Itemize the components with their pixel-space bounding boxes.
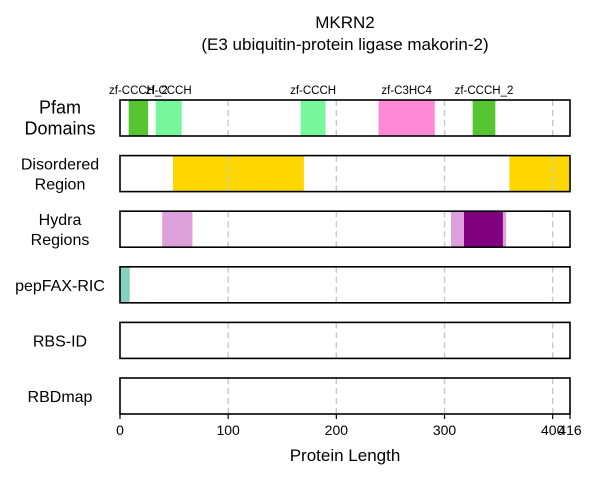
track-label-2-1: Regions xyxy=(31,232,90,249)
segment-label-0-3: zf-C3HC4 xyxy=(381,85,432,97)
segment-0-1 xyxy=(155,100,182,136)
segment-0-3 xyxy=(378,100,435,136)
x-tick-label-3: 300 xyxy=(433,422,457,438)
chart-subtitle: (E3 ubiquitin-protein ligase makorin-2) xyxy=(201,35,488,54)
x-tick-label-0: 0 xyxy=(116,422,124,438)
x-tick-label-1: 100 xyxy=(216,422,240,438)
x-tick-label-5: 416 xyxy=(558,422,582,438)
track-border xyxy=(119,154,571,193)
track-4: RBS-ID xyxy=(33,321,571,360)
segment-2-2 xyxy=(463,211,503,248)
track-border xyxy=(119,99,571,137)
track-5: RBDmap xyxy=(28,377,571,415)
segment-2-3 xyxy=(502,211,507,248)
segment-3-0 xyxy=(120,266,130,303)
segment-label-0-4: zf-CCCH_2 xyxy=(455,85,514,97)
segment-label-0-1: zf-CCCH xyxy=(146,85,192,97)
segment-2-1 xyxy=(451,211,464,248)
track-background xyxy=(120,100,570,136)
track-label-1-0: Disordered xyxy=(21,157,99,174)
track-1: Disordered Region xyxy=(21,154,571,194)
chart-title: MKRN2 xyxy=(315,13,375,32)
segment-label-0-2: zf-CCCH xyxy=(290,85,336,97)
segment-0-2 xyxy=(300,100,326,136)
track-border xyxy=(119,321,571,360)
track-3: pepFAX-RIC xyxy=(15,265,571,304)
track-background xyxy=(120,322,570,359)
track-border xyxy=(119,377,571,415)
track-label-4-0: RBS-ID xyxy=(33,333,87,350)
track-label-5-0: RBDmap xyxy=(28,389,93,406)
track-border xyxy=(119,265,571,304)
x-axis-label: Protein Length xyxy=(290,446,401,465)
track-background xyxy=(120,378,570,414)
track-border xyxy=(119,210,571,248)
track-label-0-1: Domains xyxy=(24,119,95,139)
segment-0-4 xyxy=(472,100,496,136)
segment-0-0 xyxy=(128,100,149,136)
segment-1-0 xyxy=(173,155,304,192)
x-tick-label-4: 400 xyxy=(541,422,565,438)
segment-2-0 xyxy=(162,211,193,248)
track-label-3-0: pepFAX-RIC xyxy=(15,278,105,295)
x-tick-label-2: 200 xyxy=(325,422,349,438)
segment-label-0-0: zf-CCCH_2 xyxy=(109,85,168,97)
track-label-0-0: Pfam xyxy=(39,98,81,118)
segment-1-1 xyxy=(509,155,570,192)
track-background xyxy=(120,266,570,303)
track-2: Hydra Regions xyxy=(31,210,571,249)
track-label-1-1: Region xyxy=(35,177,86,194)
track-label-2-0: Hydra xyxy=(39,212,82,229)
